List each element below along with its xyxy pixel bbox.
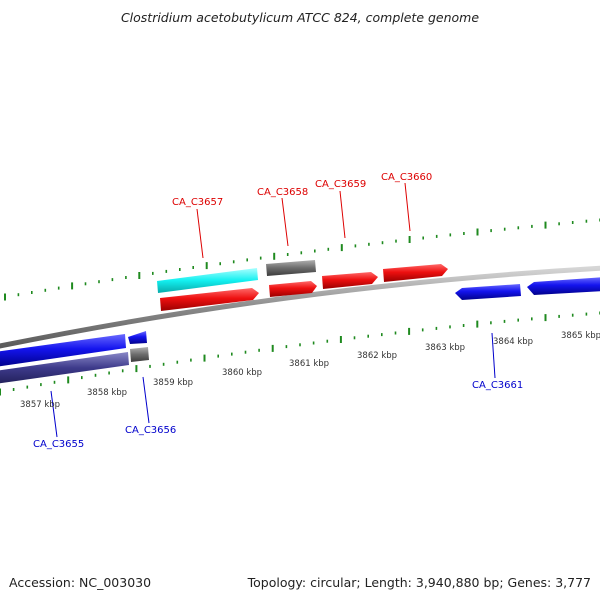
scale-label: 3862 kbp xyxy=(357,351,397,361)
gene-arrow-ca-c3661[interactable] xyxy=(455,284,521,300)
gene-labels-top: CA_C3657 CA_C3658 CA_C3659 CA_C3660 xyxy=(172,172,432,259)
scale-labels: 3857 kbp 3858 kbp 3859 kbp 3860 kbp 3861… xyxy=(20,331,600,410)
gene-labels-bottom: CA_C3655 CA_C3656 CA_C3661 xyxy=(33,332,523,450)
gene-arrow-reverse-partial[interactable] xyxy=(527,277,600,295)
gene-label-ca-c3659[interactable]: CA_C3659 xyxy=(315,179,366,190)
scale-label: 3859 kbp xyxy=(153,378,193,388)
forward-track-gene-gray[interactable] xyxy=(266,260,316,276)
forward-track-gene-cyan[interactable] xyxy=(157,268,258,293)
reverse-track-gene-gray[interactable] xyxy=(130,347,149,362)
scale-label: 3865 kbp xyxy=(561,331,600,341)
gene-arrow-ca-c3660[interactable] xyxy=(383,264,448,282)
gene-label-ca-c3661[interactable]: CA_C3661 xyxy=(472,380,523,391)
genome-title: Clostridium acetobutylicum ATCC 824, com… xyxy=(120,10,480,25)
outer-tick-track xyxy=(4,218,600,301)
gene-arrow-ca-c3657[interactable] xyxy=(160,288,259,311)
gene-label-ca-c3655[interactable]: CA_C3655 xyxy=(33,439,84,450)
genome-info-text: Topology: circular; Length: 3,940,880 bp… xyxy=(247,575,591,590)
gene-arrow-ca-c3655[interactable] xyxy=(0,334,126,367)
genome-backbone xyxy=(0,265,600,349)
scale-label: 3857 kbp xyxy=(20,400,60,410)
scale-label: 3861 kbp xyxy=(289,359,329,369)
gene-arrow-ca-c3658[interactable] xyxy=(269,281,317,297)
gene-label-ca-c3657[interactable]: CA_C3657 xyxy=(172,197,223,208)
gene-label-ca-c3660[interactable]: CA_C3660 xyxy=(381,172,432,183)
scale-label: 3860 kbp xyxy=(222,368,262,378)
inner-tick-track xyxy=(0,311,600,396)
gene-label-ca-c3656[interactable]: CA_C3656 xyxy=(125,425,176,436)
scale-label: 3858 kbp xyxy=(87,388,127,398)
scale-label: 3864 kbp xyxy=(493,337,533,347)
gene-arrow-ca-c3659[interactable] xyxy=(322,272,378,289)
reverse-track-gene-navy[interactable] xyxy=(0,352,129,384)
scale-label: 3863 kbp xyxy=(425,343,465,353)
gene-label-ca-c3658[interactable]: CA_C3658 xyxy=(257,187,308,198)
gene-arrow-ca-c3656[interactable] xyxy=(128,331,147,344)
accession-text: Accession: NC_003030 xyxy=(9,575,152,590)
